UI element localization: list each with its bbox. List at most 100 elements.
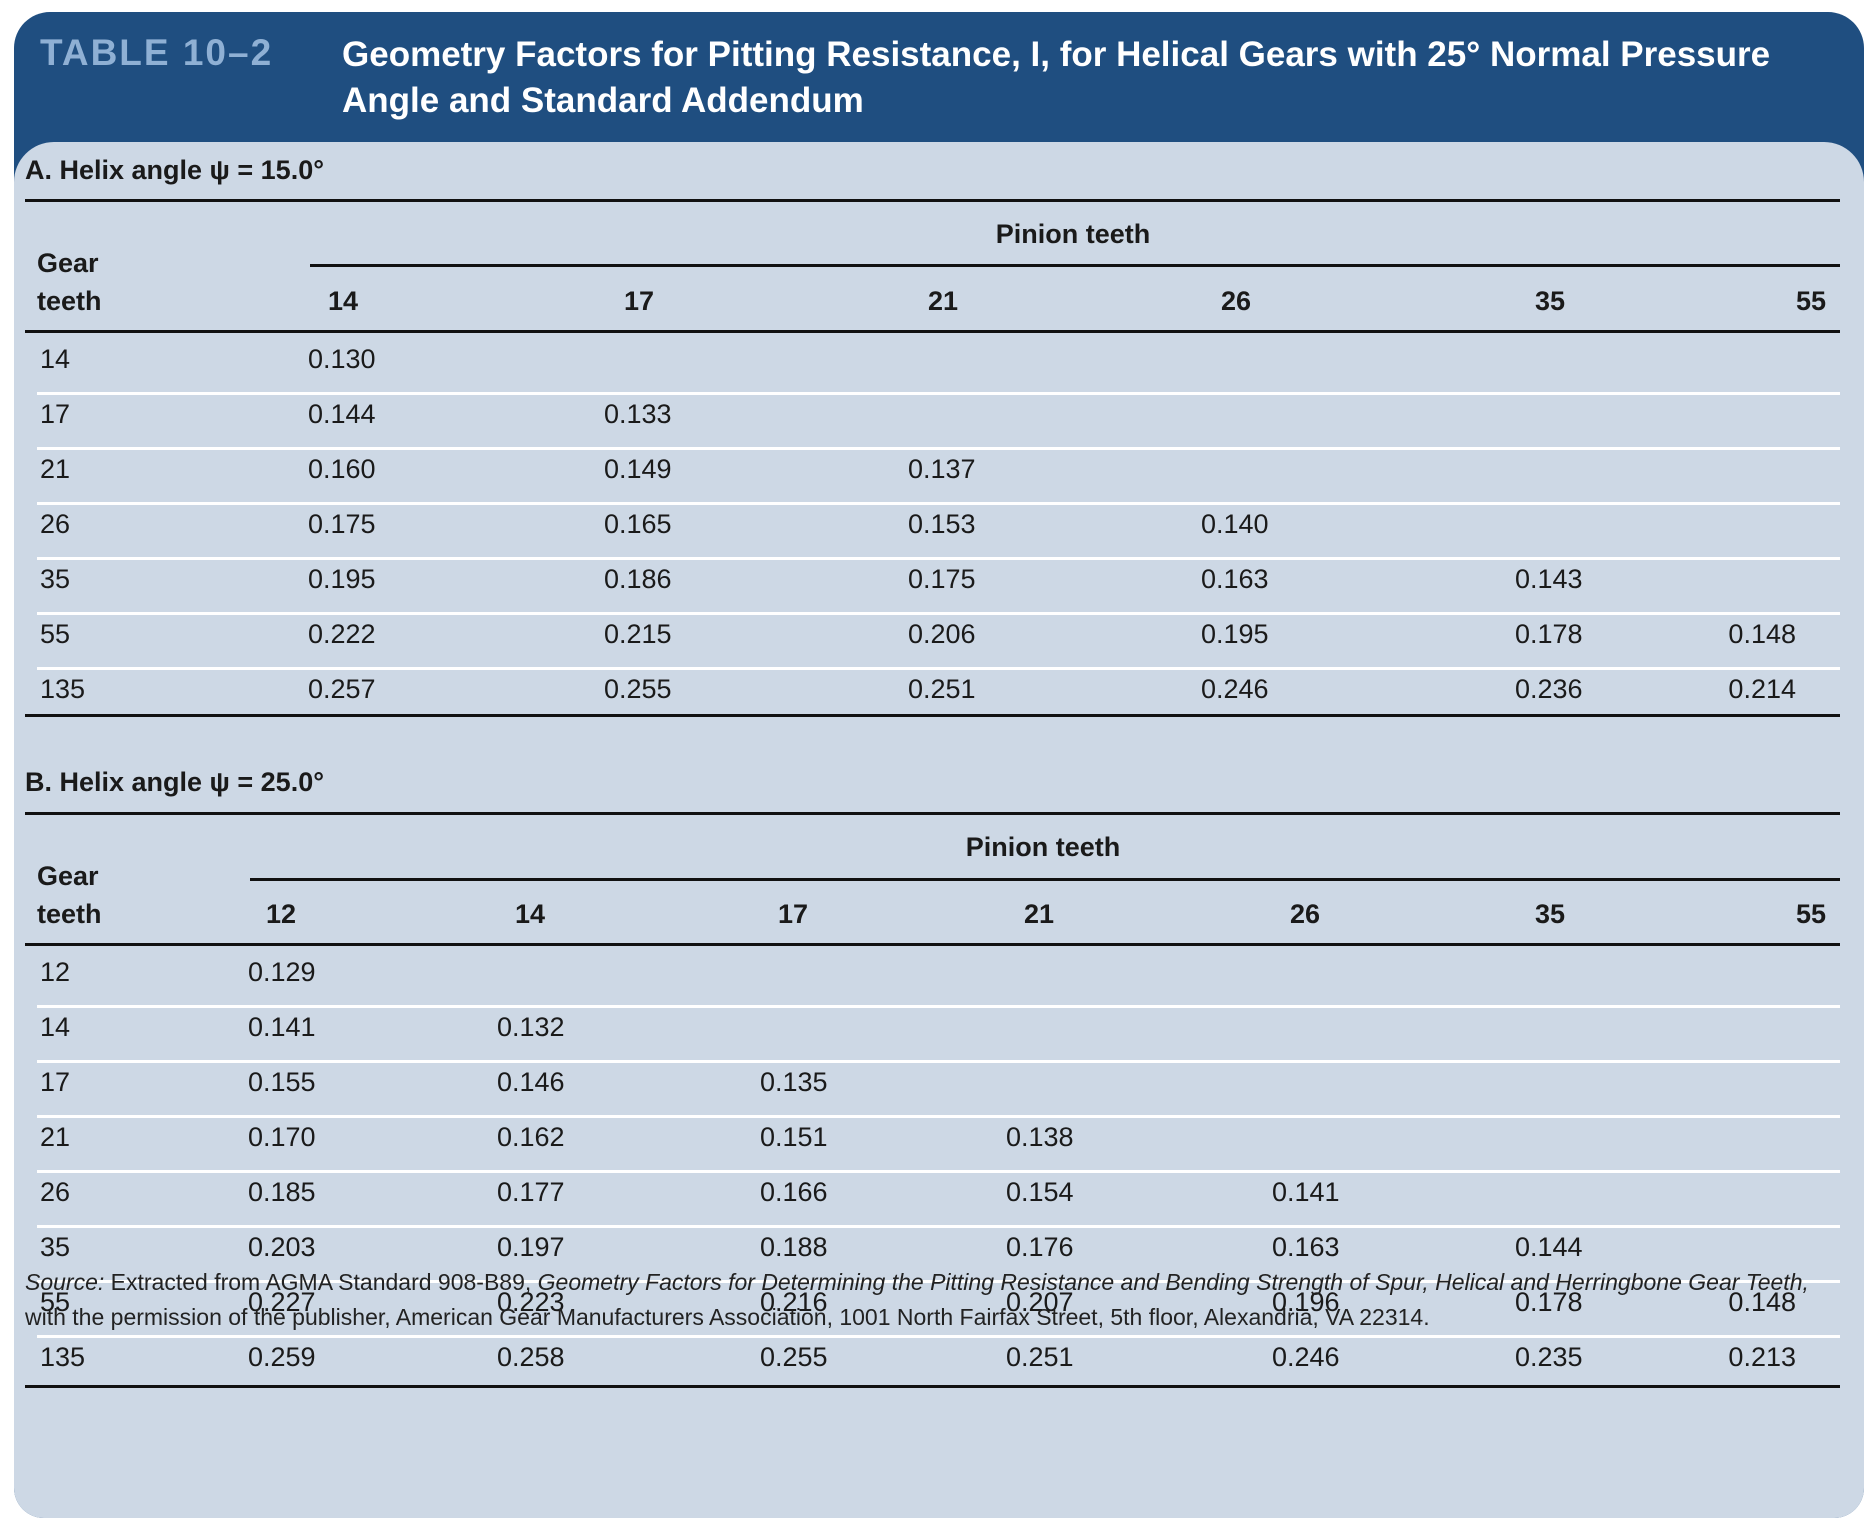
- table-cell: 0.170: [248, 1122, 316, 1152]
- table-cell: 0.257: [308, 674, 376, 704]
- table-cell: 0.153: [908, 509, 976, 539]
- table-cell: 0.144: [1515, 1232, 1583, 1262]
- row-separator: [37, 612, 1840, 615]
- table-cell: 0.255: [760, 1342, 828, 1372]
- table-cell: 0.196: [1272, 1287, 1340, 1317]
- table-cell: 0.214: [1728, 674, 1796, 704]
- row-gear-teeth: 55: [40, 619, 71, 649]
- table-cell: 0.175: [908, 564, 976, 594]
- row-separator: [37, 1335, 1840, 1338]
- table-cell: 0.176: [1006, 1232, 1074, 1262]
- gear-teeth-header-line2: teeth: [37, 286, 102, 316]
- column-header: 26: [1290, 899, 1321, 929]
- gear-teeth-header-line1: Gear: [37, 248, 99, 278]
- table-cell: 0.155: [248, 1067, 316, 1097]
- table-cell: 0.186: [604, 564, 672, 594]
- table-cell: 0.222: [308, 619, 376, 649]
- column-header: 21: [1024, 899, 1055, 929]
- row-separator: [37, 502, 1840, 505]
- pinion-teeth-header: Pinion teeth: [995, 219, 1151, 249]
- row-gear-teeth: 135: [40, 674, 86, 704]
- table-cell: 0.216: [760, 1287, 828, 1317]
- table-cell: 0.163: [1272, 1232, 1340, 1262]
- row-separator: [37, 1060, 1840, 1063]
- table-cell: 0.175: [308, 509, 376, 539]
- top-rule: [25, 199, 1840, 202]
- row-separator: [37, 1280, 1840, 1283]
- table-title: Geometry Factors for Pitting Resistance,…: [342, 35, 1771, 120]
- row-gear-teeth: 35: [40, 564, 71, 594]
- table-cell: 0.165: [604, 509, 672, 539]
- table-cell: 0.195: [308, 564, 376, 594]
- row-separator: [37, 1170, 1840, 1173]
- row-gear-teeth: 17: [40, 399, 71, 429]
- table-cell: 0.137: [908, 454, 976, 484]
- table-cell: 0.259: [248, 1342, 316, 1372]
- header-bottom-rule: [25, 330, 1840, 333]
- table-cell: 0.258: [497, 1342, 565, 1372]
- row-gear-teeth: 135: [40, 1342, 86, 1372]
- column-header: 35: [1535, 899, 1566, 929]
- table-cell: 0.215: [604, 619, 672, 649]
- row-gear-teeth: 26: [40, 509, 71, 539]
- table-cell: 0.185: [248, 1177, 316, 1207]
- column-header: 12: [266, 899, 297, 929]
- table-cell: 0.129: [248, 957, 316, 987]
- table-cell: 0.143: [1515, 564, 1583, 594]
- column-header: 17: [778, 899, 809, 929]
- table-cell: 0.141: [248, 1012, 316, 1042]
- row-gear-teeth: 35: [40, 1232, 71, 1262]
- table-cell: 0.148: [1728, 619, 1796, 649]
- column-header: 55: [1795, 286, 1826, 316]
- table-cell: 0.255: [604, 674, 672, 704]
- table-cell: 0.144: [308, 399, 376, 429]
- table-cell: 0.149: [604, 454, 672, 484]
- row-gear-teeth: 17: [40, 1067, 71, 1097]
- table-cell: 0.223: [497, 1287, 565, 1317]
- table-cell: 0.206: [908, 619, 976, 649]
- table-cell: 0.195: [1201, 619, 1269, 649]
- table-cell: 0.160: [308, 454, 376, 484]
- table-cell: 0.141: [1272, 1177, 1340, 1207]
- table-cell: 0.163: [1201, 564, 1269, 594]
- table-cell: 0.162: [497, 1122, 565, 1152]
- header-bottom-rule: [25, 943, 1840, 946]
- table-cell: 0.246: [1201, 674, 1269, 704]
- table-bottom-rule: [25, 1385, 1840, 1388]
- row-separator: [37, 557, 1840, 560]
- row-gear-teeth: 21: [40, 1122, 71, 1152]
- row-separator: [37, 392, 1840, 395]
- table-cell: 0.236: [1515, 674, 1583, 704]
- table-cell: 0.140: [1201, 509, 1269, 539]
- table-cell: 0.178: [1515, 619, 1583, 649]
- column-header: 55: [1795, 899, 1826, 929]
- table-cell: 0.246: [1272, 1342, 1340, 1372]
- source-text-2: with the permission of the publisher, Am…: [25, 1304, 1430, 1330]
- table-cell: 0.148: [1728, 1287, 1796, 1317]
- table-cell: 0.177: [497, 1177, 565, 1207]
- section-heading: A. Helix angle ψ = 15.0°: [25, 155, 325, 185]
- gear-teeth-header-line2: teeth: [37, 899, 102, 929]
- row-separator: [37, 447, 1840, 450]
- table-cell: 0.227: [248, 1287, 316, 1317]
- top-rule: [25, 812, 1840, 815]
- table-cell: 0.251: [908, 674, 976, 704]
- row-gear-teeth: 21: [40, 454, 71, 484]
- pinion-header-rule: [250, 878, 1840, 881]
- table-cell: 0.207: [1006, 1287, 1074, 1317]
- row-separator: [37, 1115, 1840, 1118]
- table-panel: TABLE 10–2 Geometry Factors for Pitting …: [14, 12, 1864, 1518]
- table-cell: 0.154: [1006, 1177, 1074, 1207]
- table-cell: 0.135: [760, 1067, 828, 1097]
- row-gear-teeth: 26: [40, 1177, 71, 1207]
- table-cell: 0.213: [1728, 1342, 1796, 1372]
- column-header: 35: [1535, 286, 1566, 316]
- table-cell: 0.178: [1515, 1287, 1583, 1317]
- table-bottom-rule: [25, 714, 1840, 717]
- gear-teeth-header-line1: Gear: [37, 861, 99, 891]
- source-label: Source:: [25, 1269, 105, 1295]
- table-cell: 0.197: [497, 1232, 565, 1262]
- table-cell: 0.166: [760, 1177, 828, 1207]
- row-separator: [37, 1005, 1840, 1008]
- row-gear-teeth: 12: [40, 957, 71, 987]
